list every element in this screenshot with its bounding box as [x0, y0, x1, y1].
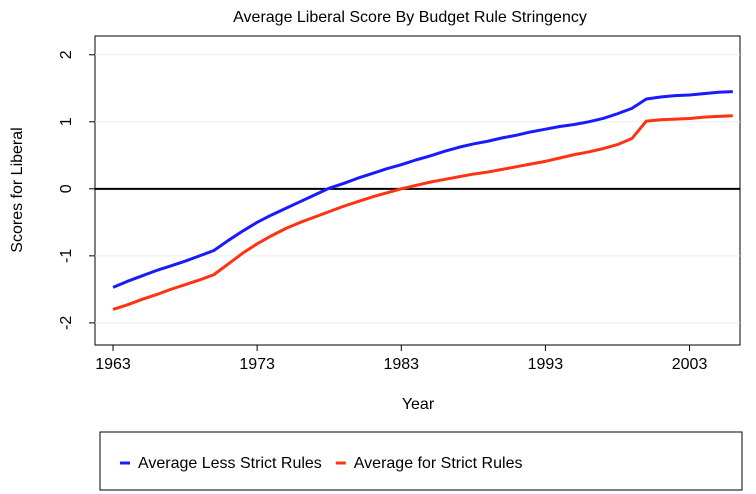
y-tick-label: -2: [58, 316, 75, 330]
y-axis-label: Scores for Liberal: [9, 127, 26, 252]
plot-frame: [94, 35, 741, 346]
x-tick-label: 1963: [95, 356, 131, 373]
y-tick-label: 0: [58, 184, 75, 193]
y-tick-label: -1: [58, 249, 75, 263]
legend-label: Average Less Strict Rules: [138, 455, 322, 472]
chart-title: Average Liberal Score By Budget Rule Str…: [233, 9, 587, 26]
x-axis-label: Year: [402, 396, 435, 413]
series-line: [112, 90, 733, 289]
y-tick-label: 2: [58, 50, 75, 59]
legend-box: [99, 431, 743, 491]
x-tick-label: 2003: [672, 356, 708, 373]
x-tick-label: 1993: [528, 356, 564, 373]
y-tick-label: 1: [58, 117, 75, 126]
x-tick-label: 1973: [239, 356, 275, 373]
x-tick-label: 1983: [383, 356, 419, 373]
series-line: [112, 114, 733, 311]
legend-label: Average for Strict Rules: [354, 455, 523, 472]
